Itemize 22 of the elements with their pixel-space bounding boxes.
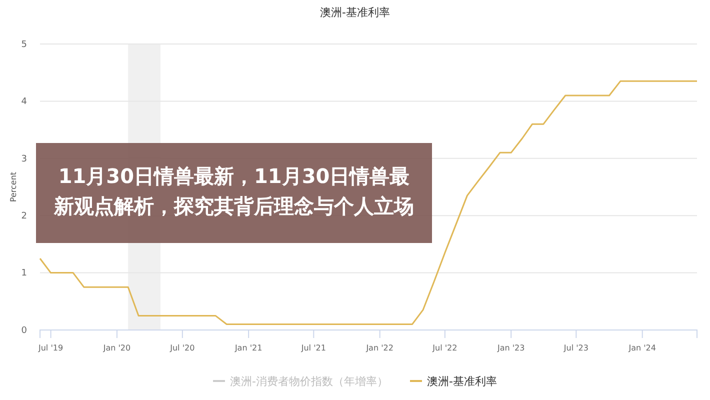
x-tick-label: Jan '23 <box>496 344 525 353</box>
legend-label: 澳洲-基准利率 <box>427 375 497 388</box>
x-tick-label: Jul '23 <box>562 344 588 353</box>
y-tick-label: 4 <box>21 97 28 108</box>
x-tick-label: Jul '21 <box>300 344 326 353</box>
y-tick-label: 0 <box>21 326 28 336</box>
x-tick-label: Jan '20 <box>102 344 131 353</box>
annotation: 11月30日情兽最新，11月30日情兽最新观点解析，探究其背后理念与个人立场 <box>36 143 432 243</box>
y-tick-label: 2 <box>21 211 27 222</box>
y-tick-label: 5 <box>21 40 27 50</box>
x-tick-label: Jul '22 <box>432 344 458 353</box>
x-tick-label: Jan '21 <box>234 344 262 353</box>
y-tick-label: 3 <box>21 154 27 164</box>
x-tick-label: Jan '24 <box>628 344 656 353</box>
x-tick-label: Jul '19 <box>38 344 64 353</box>
x-tick-label: Jan '22 <box>365 344 394 353</box>
x-tick-label: Jul '20 <box>169 344 195 353</box>
line-series <box>39 80 698 326</box>
chart-title: 澳洲-基准利率 <box>320 6 390 19</box>
y-axis-title: Percent <box>9 172 18 202</box>
legend-label: 澳洲-消费者物价指数（年增率） <box>230 375 388 388</box>
y-tick-label: 1 <box>21 268 27 279</box>
